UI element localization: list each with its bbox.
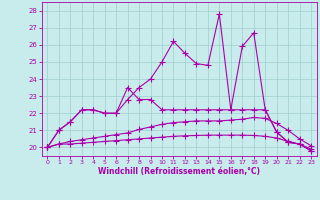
X-axis label: Windchill (Refroidissement éolien,°C): Windchill (Refroidissement éolien,°C) — [98, 167, 260, 176]
